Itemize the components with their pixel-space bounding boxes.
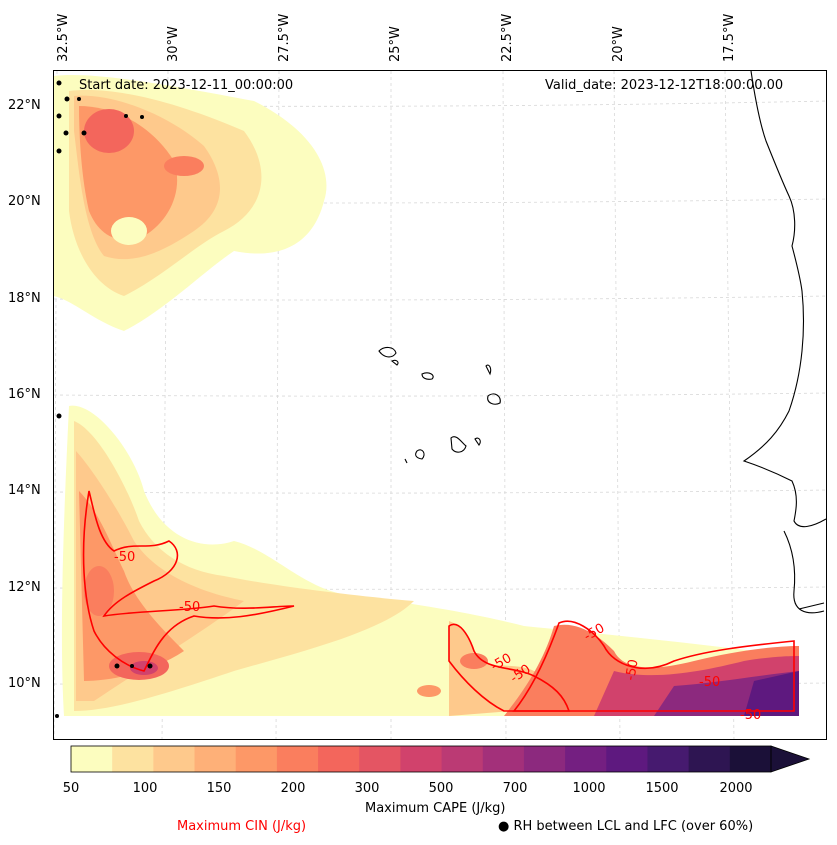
rh-markers: [55, 80, 153, 718]
colorbar-segment: [112, 746, 154, 772]
contour-label-6: -50: [623, 658, 641, 682]
cbar-tick-1000: 1000: [572, 781, 606, 796]
cbar-tick-700: 700: [502, 781, 528, 796]
colorbar-segment: [194, 746, 237, 772]
lon-label-25w: 25°W: [388, 26, 403, 62]
start-date-label: Start date: 2023-12-11_00:00:00: [79, 78, 294, 93]
colorbar-segment: [647, 746, 690, 772]
colorbar-segment: [729, 746, 772, 772]
colorbar-segment: [565, 746, 607, 772]
colorbar-segment: [359, 746, 401, 772]
cbar-tick-500: 500: [428, 781, 454, 796]
colorbar-segment: [235, 746, 278, 772]
cbar-tick-200: 200: [280, 781, 306, 796]
lon-label-27-5w: 27.5°W: [277, 13, 292, 62]
lat-label-16n: 16°N: [8, 387, 41, 402]
colorbar: [70, 745, 811, 773]
colorbar-segment: [153, 746, 196, 772]
lon-label-32-5w: 32.5°W: [56, 13, 71, 62]
contour-label-7: -50: [699, 675, 720, 690]
rh-legend: ● RH between LCL and LFC (over 60%): [498, 819, 753, 834]
lat-label-12n: 12°N: [8, 580, 41, 595]
colorbar-label: Maximum CAPE (J/kg): [365, 801, 506, 816]
colorbar-segment: [482, 746, 525, 772]
rh-legend-label: RH between LCL and LFC (over 60%): [513, 819, 754, 834]
cape-field-south: [61, 405, 799, 716]
cin-contours: [82, 490, 795, 712]
cbar-tick-150: 150: [206, 781, 232, 796]
lat-label-22n: 22°N: [8, 98, 41, 113]
rh-marker-icon: ●: [498, 819, 510, 834]
lat-label-18n: 18°N: [8, 291, 41, 306]
colorbar-segment: [688, 746, 731, 772]
coastline: [378, 71, 826, 614]
cbar-tick-300: 300: [354, 781, 380, 796]
colorbar-segment: [441, 746, 484, 772]
lon-label-22-5w: 22.5°W: [500, 13, 515, 62]
contour-label-2: -50: [179, 600, 200, 615]
map-panel: -50 -50 -50 -50 -50 -50 -50 -50: [53, 70, 827, 740]
lon-label-30w: 30°W: [166, 26, 181, 62]
lon-label-17-5w: 17.5°W: [722, 13, 737, 62]
lat-label-20n: 20°N: [8, 194, 41, 209]
cin-legend-label: Maximum CIN (J/kg): [177, 819, 307, 834]
cbar-tick-100: 100: [132, 781, 158, 796]
colorbar-segment: [400, 746, 443, 772]
colorbar-segment: [71, 746, 113, 772]
colorbar-segment: [318, 746, 360, 772]
cbar-tick-50: 50: [62, 781, 80, 796]
lat-label-14n: 14°N: [8, 483, 41, 498]
colorbar-segment: [523, 746, 566, 772]
cbar-tick-2000: 2000: [719, 781, 753, 796]
cape-field-north: [54, 75, 327, 331]
colorbar-segment: [606, 746, 648, 772]
cape-field-southeast: [417, 621, 799, 716]
colorbar-segment: [276, 746, 319, 772]
cbar-tick-1500: 1500: [645, 781, 679, 796]
lon-label-20w: 20°W: [611, 26, 626, 62]
lat-label-10n: 10°N: [8, 676, 41, 691]
contour-label-8: -50: [740, 708, 761, 723]
contour-label-1: -50: [114, 550, 135, 565]
map-canvas: -50 -50 -50 -50 -50 -50 -50 -50: [54, 71, 826, 739]
valid-date-label: Valid_date: 2023-12-12T18:00:00.00: [545, 78, 784, 93]
